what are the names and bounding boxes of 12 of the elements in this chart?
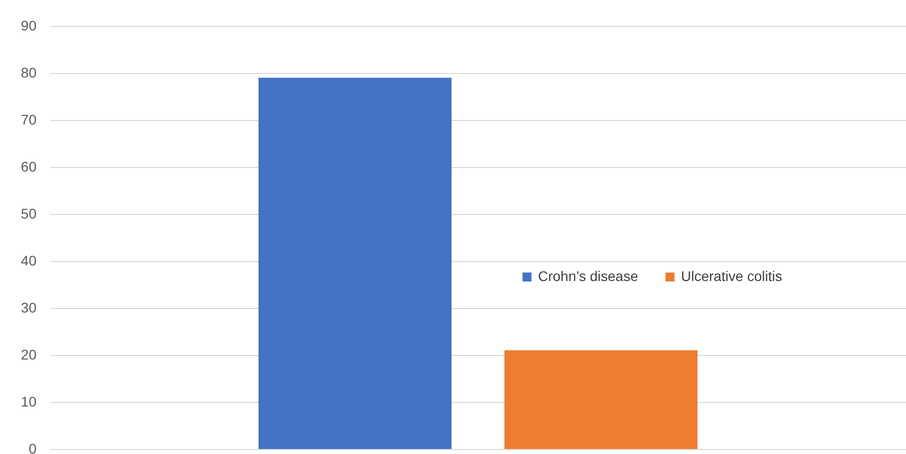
y-tick-label: 90 (20, 18, 37, 34)
y-tick-label: 10 (20, 394, 37, 410)
y-tick-label: 50 (20, 206, 37, 222)
y-tick-label: 30 (20, 300, 37, 316)
y-tick-label: 70 (20, 112, 37, 128)
y-tick-label: 60 (20, 158, 37, 174)
y-tick-label: 0 (28, 440, 37, 454)
y-tick-label: 20 (20, 346, 37, 362)
y-tick-label: 80 (20, 64, 37, 80)
legend-label: Ulcerative colitis (681, 268, 782, 284)
legend-label: Crohn’s disease (538, 268, 638, 284)
y-tick-label: 40 (20, 252, 37, 268)
